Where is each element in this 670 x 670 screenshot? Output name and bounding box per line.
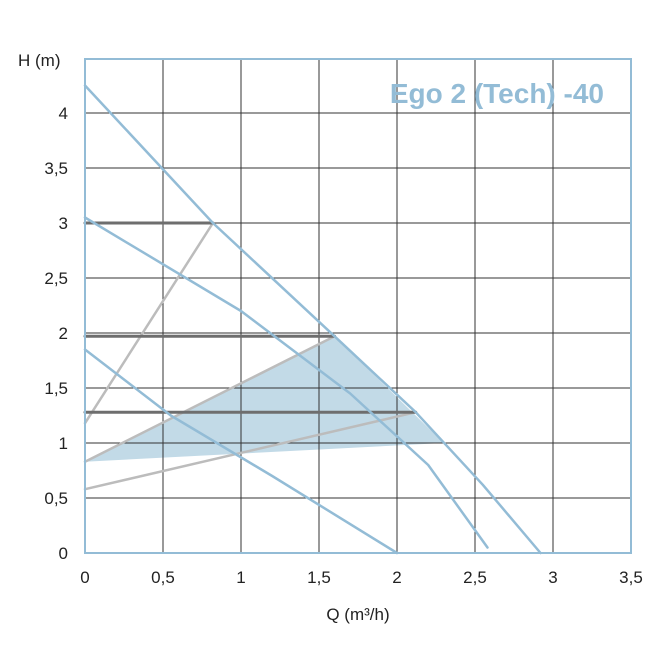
y-tick-label: 4 <box>59 104 68 123</box>
y-tick-label: 0 <box>59 544 68 563</box>
x-tick-label: 1,5 <box>307 568 331 587</box>
operating-area <box>85 336 444 462</box>
proportional-pressure-line <box>83 335 336 463</box>
y-tick-label: 1,5 <box>44 379 68 398</box>
x-tick-label: 0,5 <box>151 568 175 587</box>
y-tick-label: 2 <box>59 324 68 343</box>
x-tick-label: 2 <box>392 568 401 587</box>
y-tick-label: 0,5 <box>44 489 68 508</box>
x-tick-label: 1 <box>236 568 245 587</box>
proportional-pressure-line <box>83 410 417 491</box>
y-tick-label: 2,5 <box>44 269 68 288</box>
y-tick-label: 3 <box>59 214 68 233</box>
proportional-pressure-line <box>83 221 215 425</box>
x-tick-label: 0 <box>80 568 89 587</box>
x-tick-label: 3,5 <box>619 568 643 587</box>
pump-curve-line <box>83 348 399 555</box>
y-tick-label: 3,5 <box>44 159 68 178</box>
chart-title: Ego 2 (Tech) -40 <box>390 78 604 109</box>
x-tick-label: 3 <box>548 568 557 587</box>
y-axis-label: H (m) <box>18 51 60 70</box>
pump-curve-line <box>83 216 489 549</box>
x-tick-label: 2,5 <box>463 568 487 587</box>
y-tick-label: 1 <box>59 434 68 453</box>
plot-frame <box>84 58 632 554</box>
x-axis-label: Q (m³/h) <box>326 605 389 624</box>
pump-curve-line <box>83 84 542 555</box>
